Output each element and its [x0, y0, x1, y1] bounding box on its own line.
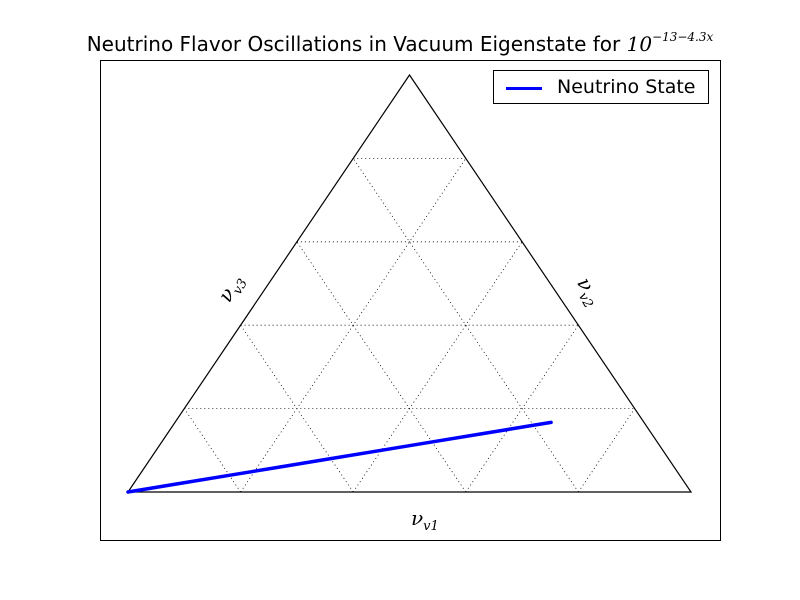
chart-title-math: 10−13−4.3x	[626, 30, 714, 56]
axes-frame	[100, 60, 721, 541]
series-line-0	[126, 420, 553, 494]
legend-swatch	[506, 87, 542, 90]
axis-label-v1-sub: v1	[423, 519, 439, 534]
chart-title: Neutrino Flavor Oscillations in Vacuum E…	[0, 30, 800, 56]
chart-title-math-base: 10	[626, 32, 653, 56]
grid-line-v1	[296, 241, 467, 493]
grid-line-v1	[183, 408, 241, 493]
chart-title-text: Neutrino Flavor Oscillations in Vacuum E…	[86, 32, 627, 56]
grid-line-v2	[352, 241, 523, 493]
grid-line-v1	[240, 324, 354, 493]
ternary-triangle	[126, 73, 693, 493]
series-group	[126, 420, 553, 494]
grid-line-v2	[465, 324, 579, 493]
legend: Neutrino State	[493, 70, 709, 104]
ternary-grid	[183, 157, 636, 493]
axis-label-v1-base: ν	[411, 506, 424, 530]
legend-label: Neutrino State	[557, 76, 696, 98]
axis-label-v1: νv1	[411, 506, 439, 534]
grid-line-v2	[578, 408, 636, 493]
chart-title-math-exponent: −13−4.3x	[652, 30, 714, 44]
